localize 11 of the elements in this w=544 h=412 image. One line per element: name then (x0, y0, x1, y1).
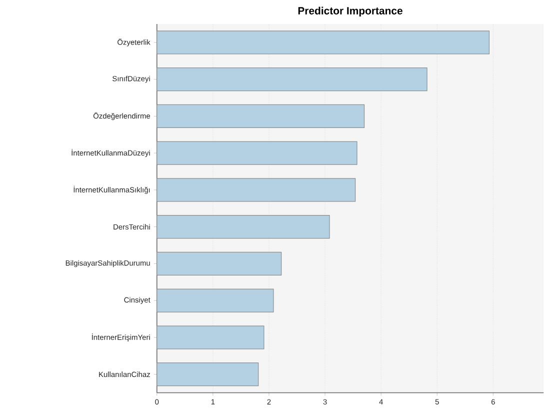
chart-title: Predictor Importance (298, 6, 402, 17)
bar (156, 141, 358, 165)
bar (156, 30, 490, 54)
bar (156, 252, 282, 276)
bar (156, 362, 259, 386)
bar (156, 288, 274, 312)
bar (156, 178, 356, 202)
bar (156, 215, 330, 239)
bar (156, 68, 428, 92)
bar (156, 326, 264, 350)
bar (156, 104, 365, 128)
